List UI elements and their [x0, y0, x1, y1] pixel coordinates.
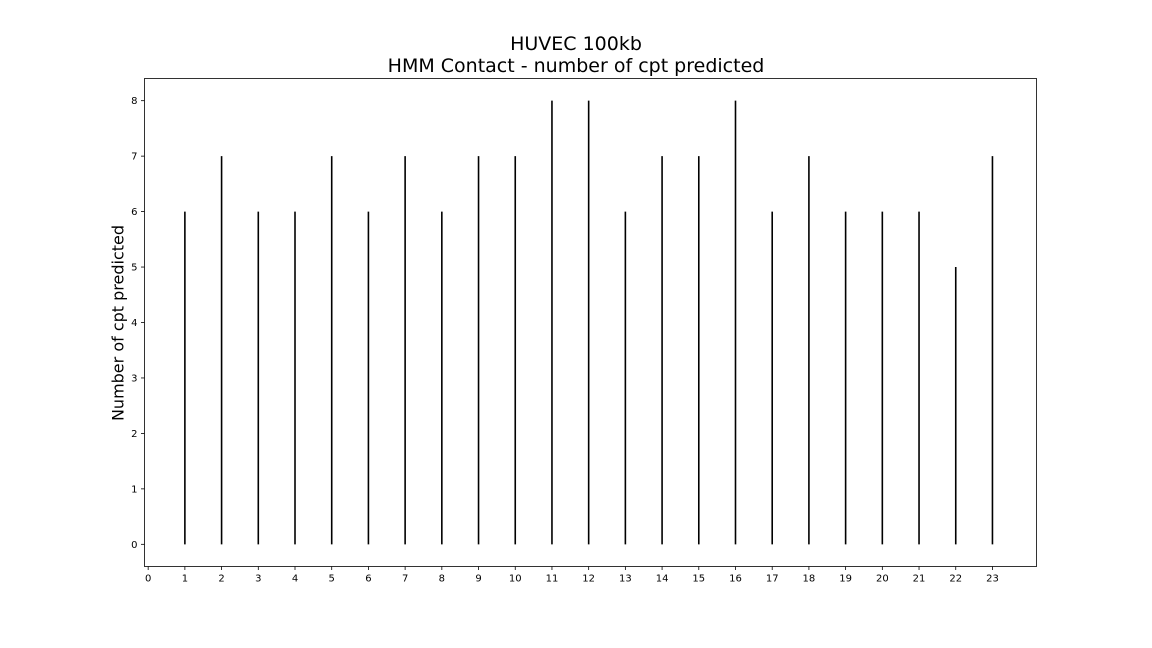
x-tick-label: 18	[803, 574, 816, 585]
y-tick-label: 0	[131, 540, 137, 551]
y-tick-label: 6	[131, 207, 137, 218]
x-tick-label: 19	[839, 574, 852, 585]
x-tick-label: 16	[729, 574, 742, 585]
y-tick-label: 4	[131, 318, 137, 329]
x-tick-label: 14	[656, 574, 669, 585]
y-tick-label: 3	[131, 373, 137, 384]
x-tick-label: 21	[913, 574, 926, 585]
x-tick-label: 12	[582, 574, 595, 585]
x-tick-label: 13	[619, 574, 632, 585]
y-tick-label: 1	[131, 484, 137, 495]
x-tick-label: 9	[475, 574, 481, 585]
x-tick-label: 3	[255, 574, 261, 585]
x-tick-label: 6	[365, 574, 371, 585]
x-tick-label: 8	[439, 574, 445, 585]
y-tick-label: 5	[131, 263, 137, 274]
x-tick-label: 17	[766, 574, 779, 585]
y-tick-label: 7	[131, 152, 137, 163]
y-tick-label: 2	[131, 429, 137, 440]
x-tick-label: 0	[145, 574, 151, 585]
x-tick-label: 11	[546, 574, 559, 585]
y-tick-label: 8	[131, 96, 137, 107]
x-tick-label: 20	[876, 574, 889, 585]
x-tick-label: 4	[292, 574, 298, 585]
x-tick-label: 5	[329, 574, 335, 585]
x-tick-label: 7	[402, 574, 408, 585]
chart-title: HUVEC 100kb	[510, 33, 642, 55]
x-tick-label: 2	[218, 574, 224, 585]
chart-subtitle: HMM Contact - number of cpt predicted	[387, 55, 765, 77]
x-tick-label: 23	[986, 574, 999, 585]
x-tick-label: 22	[949, 574, 962, 585]
x-tick-label: 15	[692, 574, 705, 585]
x-tick-label: 10	[509, 574, 522, 585]
x-tick-label: 1	[182, 574, 188, 585]
plot-frame	[144, 78, 1037, 567]
